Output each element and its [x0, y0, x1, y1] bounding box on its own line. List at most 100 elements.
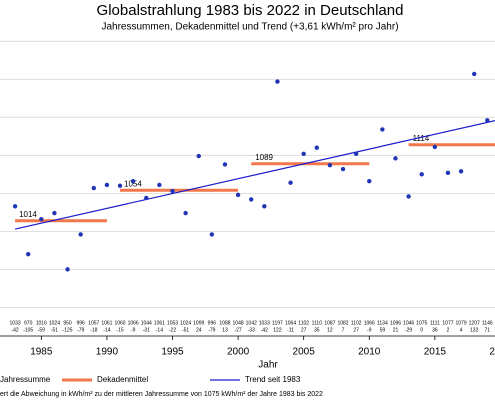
value-label: 1102: [351, 320, 362, 326]
chart-title: Globalstrahlung 1983 bis 2022 in Deutsch…: [97, 2, 404, 19]
legend-label: Dekadenmittel: [97, 375, 148, 384]
data-point: [275, 79, 280, 84]
deviation-label: -42: [261, 327, 268, 333]
x-tick-label: 2005: [293, 347, 316, 358]
value-label: 1110: [312, 320, 323, 326]
value-label: 1134: [377, 320, 388, 326]
value-label: 1064: [285, 320, 296, 326]
data-point: [117, 183, 123, 188]
value-label: 1096: [390, 320, 401, 326]
value-label: 1207: [469, 320, 480, 326]
deviation-label: -33: [248, 327, 255, 333]
deviation-label: 7: [342, 327, 345, 333]
deviation-label: -11: [287, 327, 294, 333]
deviation-label: -51: [51, 327, 58, 333]
data-point: [288, 180, 293, 185]
data-point: [183, 210, 188, 216]
data-point: [157, 182, 162, 188]
data-point: [367, 178, 372, 184]
value-label: 996: [77, 320, 86, 326]
deviation-label: 13: [222, 327, 228, 333]
data-point: [170, 188, 175, 194]
data-point: [209, 232, 215, 237]
data-point: [65, 267, 70, 272]
data-point: [340, 166, 346, 172]
value-label: 1075: [416, 320, 427, 326]
value-label: 1061: [101, 320, 112, 326]
value-label: 1057: [88, 320, 99, 326]
data-point: [472, 71, 477, 77]
value-label: 1087: [324, 320, 335, 326]
deviation-label: 27: [353, 327, 359, 333]
value-label: 1102: [298, 320, 309, 326]
value-label: 1079: [456, 320, 467, 326]
deviation-label: 12: [327, 327, 333, 333]
deviation-label: -79: [77, 327, 84, 333]
data-point: [104, 182, 110, 188]
deviation-label: 27: [301, 327, 307, 333]
data-point: [78, 232, 83, 237]
value-label: 1033: [259, 320, 270, 326]
data-point: [327, 163, 333, 168]
value-label: 1111: [430, 320, 440, 326]
deviation-label: -59: [38, 327, 45, 333]
x-tick-label: 2000: [227, 347, 250, 358]
value-label: 1048: [233, 320, 244, 326]
deviation-label: 36: [432, 327, 438, 333]
data-point: [393, 156, 398, 161]
x-tick-label: 2015: [424, 347, 447, 358]
value-label: 1066: [128, 320, 139, 326]
legend-label: Jahressumme: [0, 375, 51, 384]
data-point: [301, 151, 306, 157]
data-point: [12, 204, 18, 209]
deviation-label: -18: [90, 327, 97, 333]
deviation-label: 21: [393, 327, 399, 333]
chart-subtitle: Jahressummen, Dekadenmittel und Trend (+…: [101, 22, 398, 33]
data-point: [445, 170, 451, 176]
data-point: [406, 194, 411, 199]
value-label: 1077: [442, 320, 453, 326]
value-label: 1044: [141, 320, 152, 326]
deviation-label: -42: [11, 327, 18, 333]
deviation-label: 35: [314, 327, 320, 333]
x-tick-label: 1990: [96, 347, 119, 358]
value-label: 996: [208, 320, 217, 326]
data-point: [249, 197, 254, 202]
legend-label: Trend seit 1983: [245, 375, 301, 384]
deviation-label: -22: [169, 327, 176, 333]
x-tick-label: 1995: [161, 347, 184, 358]
value-label: 1046: [403, 320, 414, 326]
data-point: [353, 151, 359, 157]
x-axis-label: Jahr: [258, 360, 278, 371]
data-point: [144, 195, 149, 201]
value-label: 1088: [219, 320, 230, 326]
footnote: ert die Abweichung in kWh/m² zu der mitt…: [0, 391, 323, 398]
data-point: [222, 162, 228, 167]
deviation-label: -9: [367, 327, 372, 333]
value-label: 950: [63, 320, 72, 326]
deviation-label: -51: [182, 327, 189, 333]
value-label: 1016: [36, 320, 47, 326]
deviation-label: -79: [208, 327, 215, 333]
deviation-label: -125: [63, 327, 73, 333]
x-tick-label: 1985: [30, 347, 53, 358]
decade-label: 1054: [124, 179, 142, 188]
value-label: 1082: [337, 320, 348, 326]
value-label: 1197: [272, 320, 283, 326]
deviation-label: 24: [196, 327, 202, 333]
deviation-label: -105: [23, 327, 33, 333]
deviation-label: 0: [420, 327, 423, 333]
value-label: 1042: [246, 320, 257, 326]
data-point: [26, 251, 31, 257]
data-point: [458, 169, 464, 174]
value-label: 1053: [167, 320, 178, 326]
decade-label: 1089: [255, 153, 273, 162]
data-point: [419, 172, 424, 177]
deviation-label: 2: [447, 327, 450, 333]
decade-label: 1014: [19, 210, 37, 219]
data-point: [380, 127, 385, 132]
value-label: 1066: [364, 320, 375, 326]
value-label: 1060: [114, 320, 125, 326]
value-label: 970: [24, 320, 33, 326]
